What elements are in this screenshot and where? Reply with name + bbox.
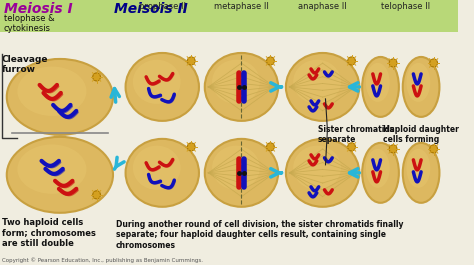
Ellipse shape xyxy=(126,53,199,121)
Circle shape xyxy=(266,57,274,65)
Circle shape xyxy=(187,57,195,65)
Ellipse shape xyxy=(133,60,181,104)
Circle shape xyxy=(348,57,356,65)
Ellipse shape xyxy=(18,144,86,194)
Ellipse shape xyxy=(403,57,439,117)
Ellipse shape xyxy=(126,139,199,207)
Circle shape xyxy=(266,143,274,151)
Ellipse shape xyxy=(286,139,359,207)
Text: telophase II: telophase II xyxy=(381,2,430,11)
Ellipse shape xyxy=(403,143,439,203)
Ellipse shape xyxy=(362,143,399,203)
Ellipse shape xyxy=(212,60,260,104)
Ellipse shape xyxy=(133,146,181,190)
Ellipse shape xyxy=(293,60,341,104)
Ellipse shape xyxy=(406,149,430,188)
FancyBboxPatch shape xyxy=(0,0,458,32)
Text: Cleavage
furrow: Cleavage furrow xyxy=(2,55,48,74)
Text: prophase II: prophase II xyxy=(139,2,186,11)
Ellipse shape xyxy=(7,59,113,135)
Circle shape xyxy=(389,145,397,153)
Ellipse shape xyxy=(205,139,278,207)
Ellipse shape xyxy=(366,149,390,188)
Ellipse shape xyxy=(7,137,113,213)
Ellipse shape xyxy=(286,53,359,121)
Text: anaphase II: anaphase II xyxy=(298,2,347,11)
Ellipse shape xyxy=(293,146,341,190)
Text: Sister chromatids
separate: Sister chromatids separate xyxy=(318,125,394,144)
Circle shape xyxy=(187,143,195,151)
Ellipse shape xyxy=(406,63,430,102)
Text: Meiosis I: Meiosis I xyxy=(4,2,73,16)
Text: telophase &
cytokinesis: telophase & cytokinesis xyxy=(4,14,55,33)
Ellipse shape xyxy=(362,57,399,117)
Text: Two haploid cells
form; chromosomes
are still double: Two haploid cells form; chromosomes are … xyxy=(2,218,96,248)
Text: Copyright © Pearson Education, Inc., publishing as Benjamin Cummings.: Copyright © Pearson Education, Inc., pub… xyxy=(2,258,203,263)
Text: Meisois II: Meisois II xyxy=(114,2,188,16)
Circle shape xyxy=(93,191,100,199)
Ellipse shape xyxy=(212,146,260,190)
Ellipse shape xyxy=(18,67,86,116)
Text: Haploid daughter
cells forming: Haploid daughter cells forming xyxy=(383,125,459,144)
Text: metaphase II: metaphase II xyxy=(214,2,269,11)
Text: During another round of cell division, the sister chromatids finally
separate; f: During another round of cell division, t… xyxy=(116,220,403,250)
Ellipse shape xyxy=(205,53,278,121)
Circle shape xyxy=(430,145,438,153)
Circle shape xyxy=(93,73,100,81)
Circle shape xyxy=(348,143,356,151)
Circle shape xyxy=(430,59,438,67)
Circle shape xyxy=(389,59,397,67)
Ellipse shape xyxy=(366,63,390,102)
